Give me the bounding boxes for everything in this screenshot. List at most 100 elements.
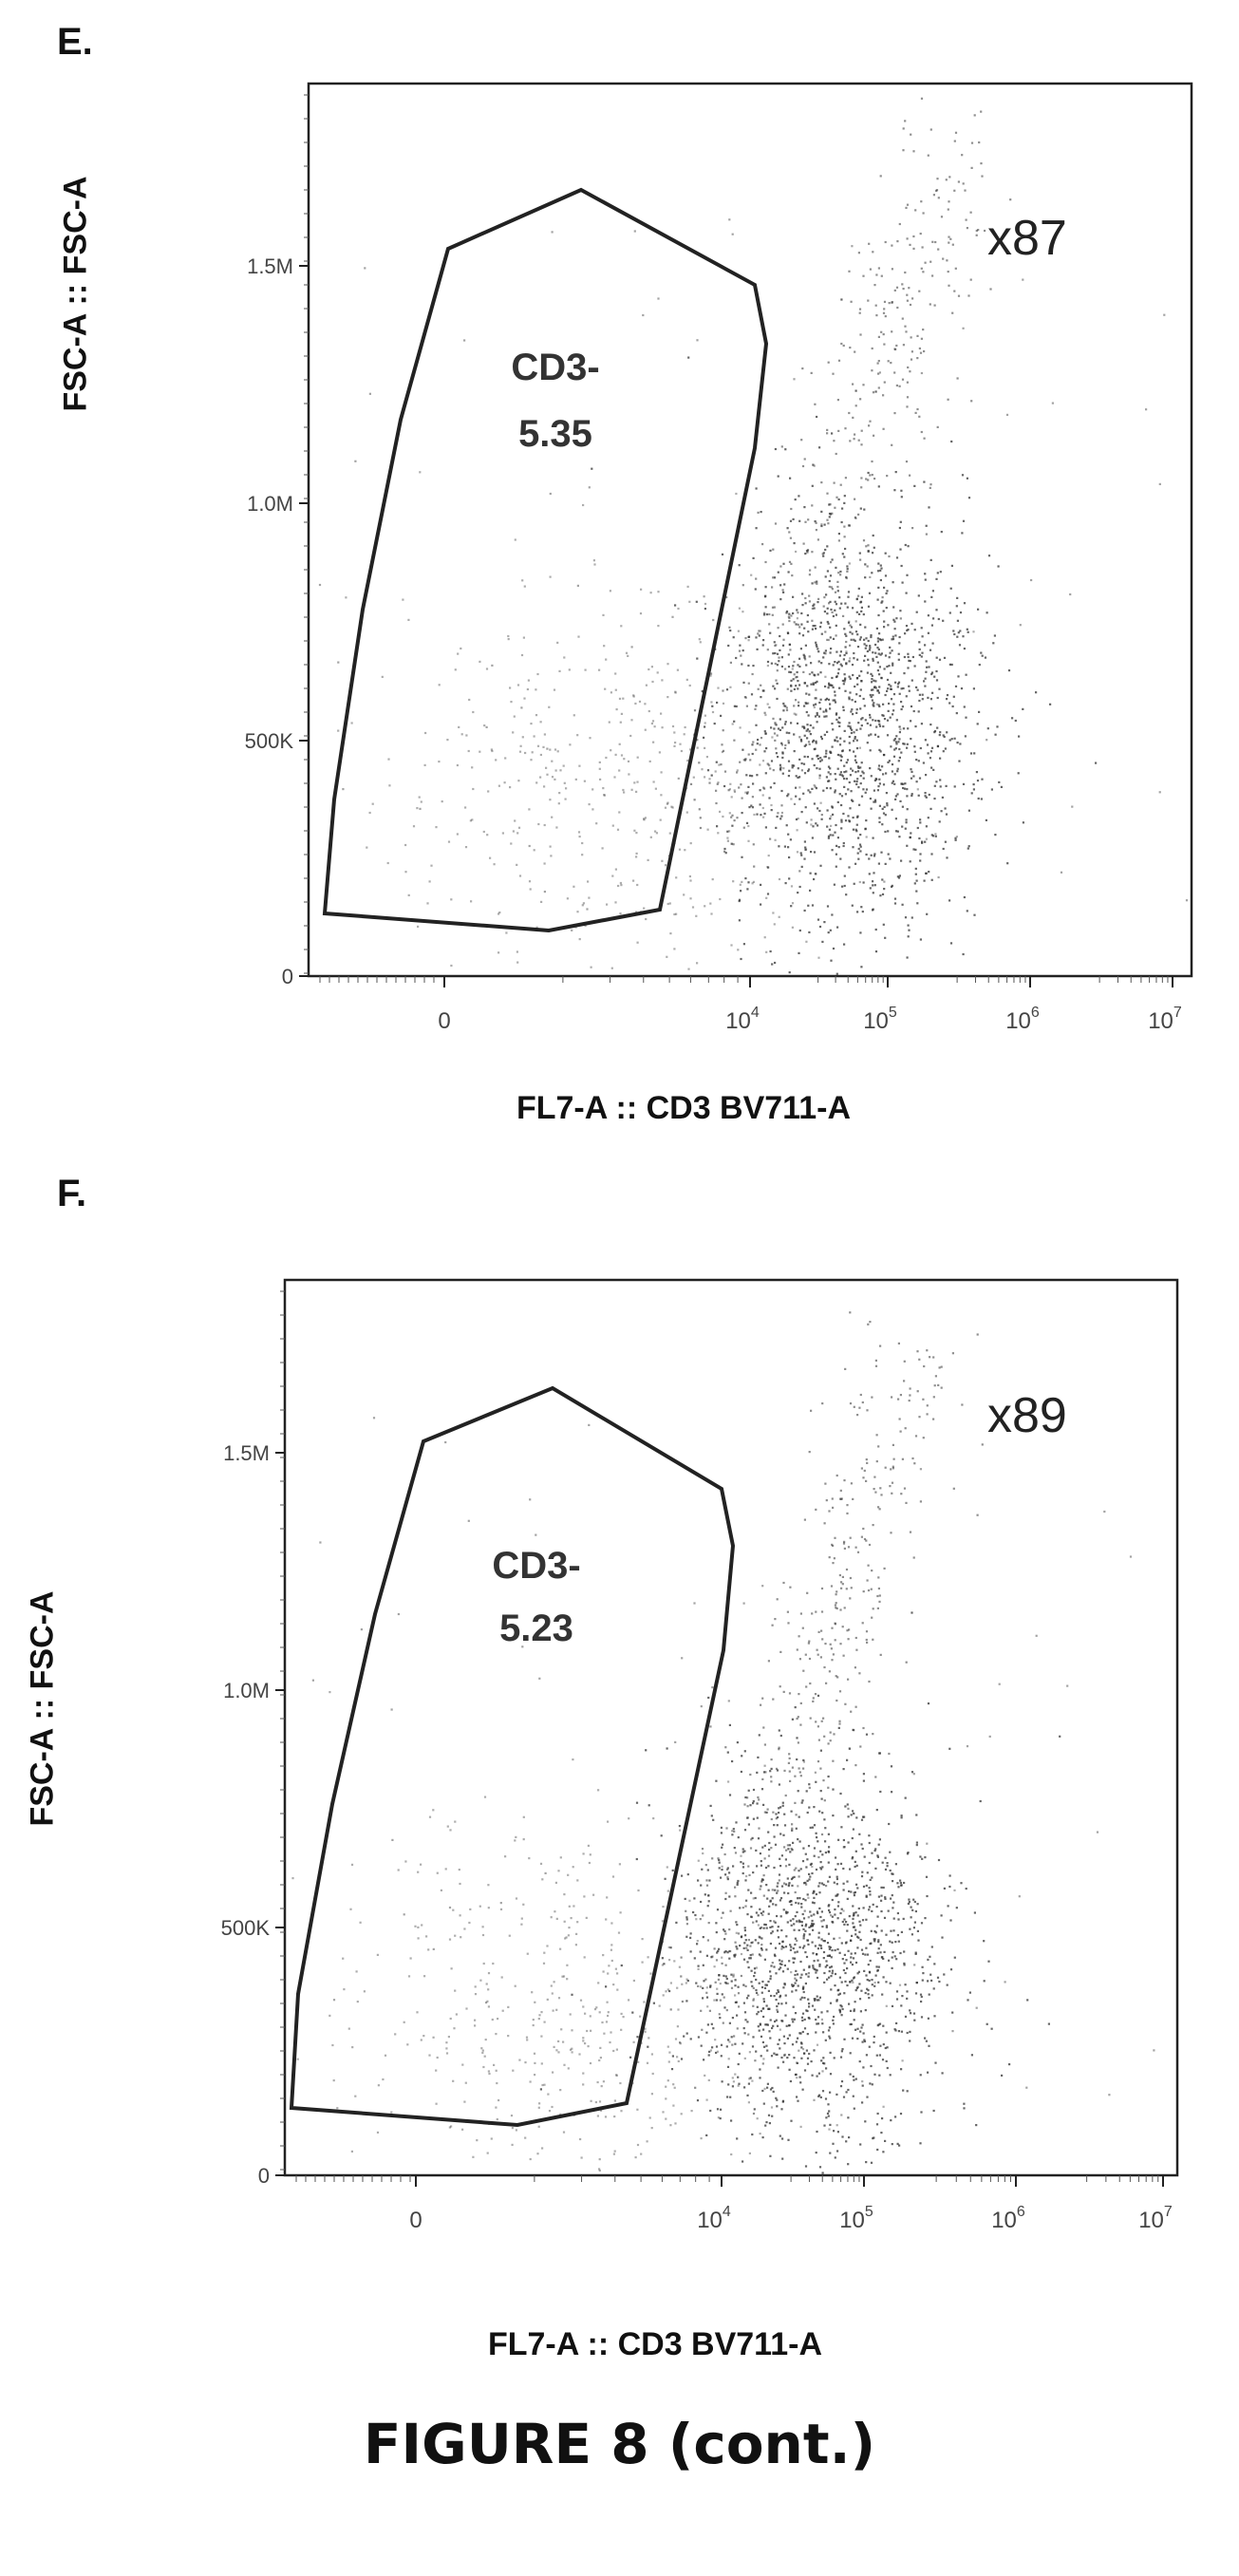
scatter-point (809, 1875, 812, 1878)
scatter-point (841, 750, 844, 753)
scatter-point (738, 564, 741, 567)
scatter-point (724, 1950, 727, 1953)
scatter-point (924, 573, 927, 575)
scatter-point (869, 1971, 872, 1974)
scatter-point (924, 677, 927, 680)
scatter-point (404, 843, 407, 847)
scatter-point (948, 235, 950, 238)
scatter-point (435, 2069, 438, 2072)
scatter-point (961, 474, 965, 477)
scatter-point (787, 742, 790, 744)
scatter-point (447, 2036, 450, 2039)
scatter-point (772, 1811, 775, 1814)
scatter-point (725, 1827, 728, 1830)
scatter-point (675, 912, 678, 915)
scatter-point (906, 405, 909, 408)
scatter-point (614, 688, 617, 691)
scatter-point (843, 673, 846, 676)
scatter-point (836, 1863, 839, 1866)
scatter-point (830, 1975, 833, 1978)
scatter-point (811, 758, 814, 761)
scatter-point (928, 793, 930, 797)
scatter-point (789, 1851, 792, 1853)
scatter-point (723, 1951, 726, 1954)
scatter-point (828, 1911, 832, 1914)
scatter-point (854, 686, 856, 688)
scatter-point (859, 727, 862, 730)
scatter-point (868, 1841, 871, 1845)
scatter-point (850, 300, 853, 303)
scatter-point (907, 629, 910, 631)
scatter-point (563, 1893, 566, 1896)
scatter-point (914, 411, 917, 414)
scatter-point (827, 835, 831, 837)
scatter-point (824, 1840, 827, 1843)
scatter-point (797, 1790, 799, 1793)
scatter-point (820, 1610, 824, 1613)
scatter-point (846, 1880, 849, 1883)
scatter-point (853, 2009, 855, 2013)
scatter-point (804, 806, 807, 809)
scatter-point (574, 1944, 577, 1946)
scatter-point (697, 1859, 700, 1862)
scatter-point (762, 2102, 765, 2105)
scatter-point (781, 1801, 784, 1804)
scatter-point (885, 607, 888, 610)
scatter-point (558, 792, 561, 795)
scatter-point (937, 248, 940, 251)
scatter-point (755, 577, 758, 580)
scatter-point (731, 814, 734, 817)
scatter-point (764, 732, 767, 735)
scatter-point (774, 723, 777, 725)
scatter-point (934, 2061, 937, 2064)
scatter-point (937, 1858, 941, 1862)
scatter-point (602, 613, 605, 616)
scatter-point (797, 687, 799, 690)
scatter-point (925, 524, 928, 527)
scatter-point (578, 764, 581, 767)
scatter-point (666, 1866, 668, 1869)
scatter-point (732, 1828, 735, 1831)
scatter-point (931, 274, 934, 277)
scatter-point (825, 1682, 828, 1684)
scatter-point (915, 1844, 918, 1847)
scatter-point (752, 1800, 755, 1803)
scatter-point (849, 807, 852, 810)
scatter-point (962, 519, 966, 522)
scatter-point (685, 2000, 688, 2003)
scatter-point (813, 705, 816, 709)
scatter-point (571, 1993, 573, 1996)
scatter-point (760, 883, 762, 886)
scatter-point (814, 697, 817, 700)
scatter-point (877, 1445, 880, 1448)
scatter-point (910, 622, 913, 625)
scatter-point (780, 742, 783, 744)
scatter-point (954, 838, 957, 841)
scatter-point (359, 1921, 362, 1924)
scatter-point (800, 1996, 803, 1999)
scatter-point (963, 2107, 966, 2110)
scatter-point (817, 660, 820, 663)
scatter-point (984, 656, 987, 659)
scatter-point (788, 670, 791, 673)
scatter-point (763, 1958, 766, 1961)
scatter-point (804, 596, 807, 600)
scatter-point (793, 802, 797, 805)
scatter-point (788, 643, 792, 646)
scatter-point (988, 1735, 991, 1738)
scatter-point (853, 882, 855, 885)
scatter-point (896, 1911, 899, 1915)
scatter-point (881, 596, 884, 599)
scatter-point (778, 845, 780, 848)
scatter-point (779, 1833, 782, 1835)
scatter-point (808, 600, 811, 603)
scatter-point (922, 762, 925, 764)
scatter-point (836, 2131, 839, 2134)
scatter-point (954, 837, 957, 839)
scatter-point (987, 555, 991, 557)
scatter-point (834, 701, 837, 704)
scatter-point (822, 789, 825, 792)
scatter-point (648, 760, 651, 762)
scatter-point (900, 751, 903, 754)
scatter-point (848, 819, 851, 822)
